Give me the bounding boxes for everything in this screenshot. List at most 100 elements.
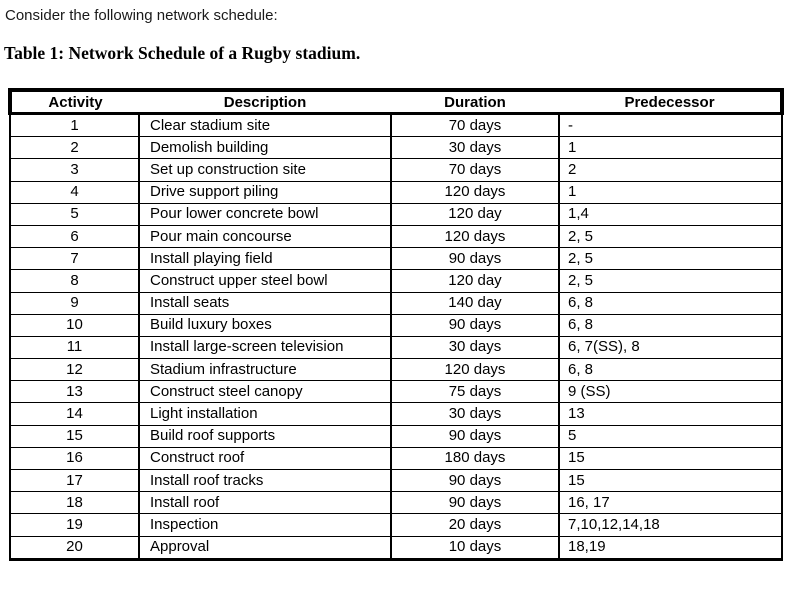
predecessor-cell: 15 xyxy=(558,446,783,471)
table-row: 15 Build roof supports 90 days 5 xyxy=(9,424,783,448)
table-row: 2 Demolish building 30 days 1 xyxy=(9,136,783,160)
description-cell: Install seats xyxy=(138,291,392,315)
activity-cell: 5 xyxy=(9,202,140,226)
predecessor-cell: 2, 5 xyxy=(558,247,783,271)
table-row: 13 Construct steel canopy 75 days 9 (SS) xyxy=(9,380,783,404)
predecessor-cell: 6, 8 xyxy=(558,291,783,315)
description-cell: Construct roof xyxy=(138,446,392,471)
table-row: 3 Set up construction site 70 days 2 xyxy=(9,158,783,182)
predecessor-cell: 6, 8 xyxy=(558,313,783,337)
description-cell: Clear stadium site xyxy=(138,112,392,138)
duration-cell: 90 days xyxy=(390,247,560,271)
description-cell: Pour lower concrete bowl xyxy=(138,202,392,226)
description-cell: Build roof supports xyxy=(138,424,392,448)
description-cell: Drive support piling xyxy=(138,180,392,204)
description-cell: Build luxury boxes xyxy=(138,313,392,337)
predecessor-cell: 2 xyxy=(558,158,783,182)
activity-cell: 15 xyxy=(9,424,140,448)
duration-cell: 70 days xyxy=(390,158,560,182)
table-header-row: Activity Description Duration Predecesso… xyxy=(8,88,784,115)
table-row: 10 Build luxury boxes 90 days 6, 8 xyxy=(9,313,783,337)
activity-cell: 14 xyxy=(9,402,140,426)
column-header-description: Description xyxy=(139,88,391,115)
table-row: 11 Install large-screen television 30 days… xyxy=(9,335,783,360)
activity-cell: 13 xyxy=(9,380,140,404)
predecessor-cell: 1 xyxy=(558,180,783,204)
duration-cell: 90 days xyxy=(390,491,560,515)
description-cell: Stadium infrastructure xyxy=(138,358,392,382)
column-header-duration: Duration xyxy=(391,88,559,115)
activity-cell: 17 xyxy=(9,468,140,493)
duration-cell: 120 days xyxy=(390,358,560,382)
table-row: 6 Pour main concourse 120 days 2, 5 xyxy=(9,224,783,249)
table-row: 16 Construct roof 180 days 15 xyxy=(9,446,783,471)
duration-cell: 90 days xyxy=(390,424,560,448)
network-schedule-table: Activity Description Duration Predecesso… xyxy=(8,88,784,561)
activity-cell: 1 xyxy=(9,112,140,138)
description-cell: Install playing field xyxy=(138,247,392,271)
table-row: 20 Approval 10 days 18,19 xyxy=(9,535,783,561)
duration-cell: 90 days xyxy=(390,313,560,337)
description-cell: Inspection xyxy=(138,513,392,537)
duration-cell: 30 days xyxy=(390,402,560,426)
description-cell: Approval xyxy=(138,535,392,561)
description-cell: Set up construction site xyxy=(138,158,392,182)
description-cell: Construct steel canopy xyxy=(138,380,392,404)
column-header-predecessor: Predecessor xyxy=(559,88,784,115)
duration-cell: 20 days xyxy=(390,513,560,537)
intro-text: Consider the following network schedule: xyxy=(5,7,278,24)
duration-cell: 120 days xyxy=(390,180,560,204)
activity-cell: 20 xyxy=(9,535,140,561)
activity-cell: 3 xyxy=(9,158,140,182)
predecessor-cell: 2, 5 xyxy=(558,269,783,293)
column-header-activity: Activity xyxy=(8,88,139,115)
predecessor-cell: 18,19 xyxy=(558,535,783,561)
table-row: 17 Install roof tracks 90 days 15 xyxy=(9,468,783,493)
activity-cell: 4 xyxy=(9,180,140,204)
predecessor-cell: 9 (SS) xyxy=(558,380,783,404)
description-cell: Demolish building xyxy=(138,136,392,160)
description-cell: Pour main concourse xyxy=(138,224,392,249)
duration-cell: 75 days xyxy=(390,380,560,404)
predecessor-cell: 13 xyxy=(558,402,783,426)
table-row: 12 Stadium infrastructure 120 days 6, 8 xyxy=(9,358,783,382)
duration-cell: 30 days xyxy=(390,136,560,160)
predecessor-cell: 2, 5 xyxy=(558,224,783,249)
description-cell: Construct upper steel bowl xyxy=(138,269,392,293)
duration-cell: 90 days xyxy=(390,468,560,493)
duration-cell: 140 day xyxy=(390,291,560,315)
predecessor-cell: 6, 8 xyxy=(558,358,783,382)
description-cell: Light installation xyxy=(138,402,392,426)
predecessor-cell: 16, 17 xyxy=(558,491,783,515)
table-row: 1 Clear stadium site 70 days - xyxy=(9,112,783,138)
duration-cell: 10 days xyxy=(390,535,560,561)
duration-cell: 70 days xyxy=(390,112,560,138)
description-cell: Install roof tracks xyxy=(138,468,392,493)
table-row: 19 Inspection 20 days 7,10,12,14,18 xyxy=(9,513,783,537)
activity-cell: 16 xyxy=(9,446,140,471)
table-row: 5 Pour lower concrete bowl 120 day 1,4 xyxy=(9,202,783,226)
table-row: 18 Install roof 90 days 16, 17 xyxy=(9,491,783,515)
activity-cell: 6 xyxy=(9,224,140,249)
schedule-table-body: 1 Clear stadium site 70 days -2 Demolish bui… xyxy=(9,112,783,561)
predecessor-cell: 1,4 xyxy=(558,202,783,226)
activity-cell: 19 xyxy=(9,513,140,537)
duration-cell: 120 day xyxy=(390,269,560,293)
activity-cell: 11 xyxy=(9,335,140,360)
duration-cell: 180 days xyxy=(390,446,560,471)
activity-cell: 9 xyxy=(9,291,140,315)
table-row: 4 Drive support piling 120 days 1 xyxy=(9,180,783,204)
duration-cell: 30 days xyxy=(390,335,560,360)
activity-cell: 18 xyxy=(9,491,140,515)
description-cell: Install roof xyxy=(138,491,392,515)
table-row: 9 Install seats 140 day 6, 8 xyxy=(9,291,783,315)
duration-cell: 120 day xyxy=(390,202,560,226)
predecessor-cell: 6, 7(SS), 8 xyxy=(558,335,783,360)
table-caption: Table 1: Network Schedule of a Rugby sta… xyxy=(4,43,361,63)
activity-cell: 7 xyxy=(9,247,140,271)
predecessor-cell: 5 xyxy=(558,424,783,448)
activity-cell: 2 xyxy=(9,136,140,160)
predecessor-cell: 15 xyxy=(558,468,783,493)
activity-cell: 8 xyxy=(9,269,140,293)
